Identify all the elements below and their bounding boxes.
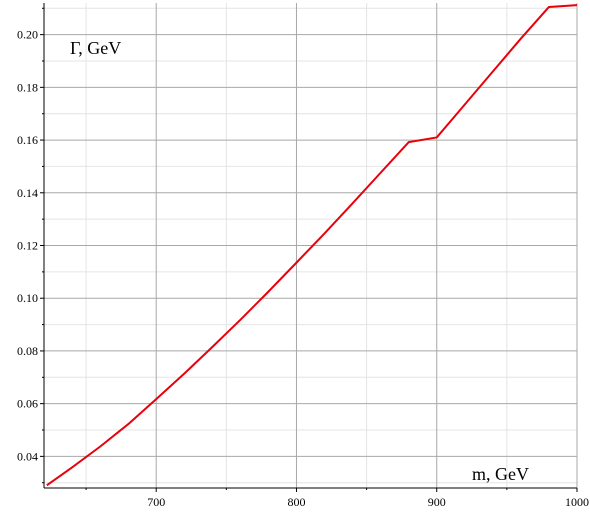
x-tick-label: 900	[428, 495, 446, 509]
x-axis-title: m, GeV	[472, 464, 529, 484]
series	[46, 4, 578, 487]
y-tick-label: 0.10	[17, 291, 38, 305]
major-grid	[44, 3, 578, 488]
y-tick-label: 0.14	[17, 186, 38, 200]
y-axis-title: Γ, GeV	[70, 38, 121, 58]
y-tick-label: 0.16	[17, 133, 38, 147]
y-tick-label: 0.06	[17, 397, 38, 411]
x-tick-label: 800	[287, 495, 305, 509]
y-tick-label: 0.20	[17, 28, 38, 42]
ticks: 0.04 0.06 0.08 0.10 0.12 0.14 0.16 0.18 0.20 700 8…	[17, 7, 589, 509]
y-tick-label: 0.04	[17, 449, 38, 463]
x-tick-label: 700	[147, 495, 165, 509]
minor-grid	[44, 3, 577, 488]
y-tick-label: 0.18	[17, 80, 38, 94]
x-tick-label: 1000	[565, 495, 589, 509]
y-tick-label: 0.08	[17, 344, 38, 358]
series-line	[46, 4, 578, 487]
y-tick-label: 0.12	[17, 239, 38, 253]
